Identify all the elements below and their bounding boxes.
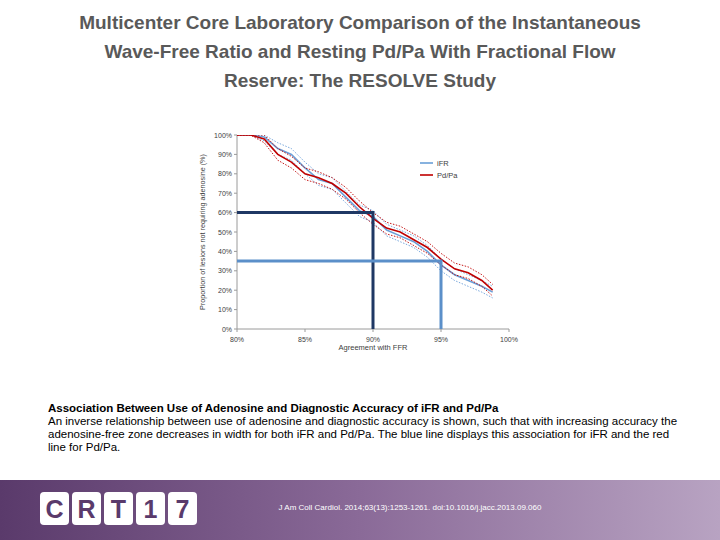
y-tick-label: 100% [214, 132, 232, 139]
logo-char: R [77, 495, 95, 523]
caption-text: An inverse relationship between use of a… [48, 415, 688, 454]
y-tick [234, 270, 237, 271]
y-tick [234, 173, 237, 174]
y-tick-label: 10% [218, 306, 232, 313]
logo-box [104, 492, 133, 525]
citation: J Am Coll Cardiol. 2014;63(13):1253-1261… [279, 503, 542, 512]
slide-title: Multicenter Core Laboratory Comparison o… [20, 8, 700, 95]
y-tick [234, 232, 237, 233]
title-line: Reserve: The RESOLVE Study [20, 66, 700, 95]
x-tick-label: 80% [230, 336, 244, 343]
x-tick [373, 329, 374, 332]
plot-area [237, 135, 493, 329]
y-tick-label: 20% [218, 287, 232, 294]
y-tick-label: 40% [218, 248, 232, 255]
logo: CRT17 [40, 492, 197, 525]
x-tick-label: 95% [434, 336, 448, 343]
y-tick-label: 60% [218, 209, 232, 216]
x-tick-label: 100% [500, 336, 518, 343]
legend-swatch [420, 174, 433, 176]
x-tick [305, 329, 306, 332]
legend-swatch [420, 162, 433, 164]
y-tick-label: 90% [218, 151, 232, 158]
reference-line [237, 261, 441, 329]
logo-box [136, 492, 165, 525]
y-tick-label: 0% [222, 326, 232, 333]
x-tick [237, 329, 238, 332]
logo-char: C [45, 495, 63, 523]
ci-line [237, 135, 493, 296]
slide-canvas: 0% 10% 20% 30% 40% 50% 60% 70% 80% 90% 100% 80% 85% 9… [0, 0, 720, 540]
title-line: Wave-Free Ratio and Resting Pd/Pa With F… [20, 37, 700, 66]
logo-box [40, 492, 69, 525]
y-tick [234, 154, 237, 155]
x-tick-label: 85% [298, 336, 312, 343]
y-tick [234, 251, 237, 252]
legend-label: iFR [437, 159, 449, 168]
legend-label: Pd/Pa [437, 171, 458, 180]
y-tick-label: 30% [218, 267, 232, 274]
logo-char: T [111, 495, 126, 523]
y-tick [234, 212, 237, 213]
y-tick-label: 50% [218, 229, 232, 236]
y-tick [234, 309, 237, 310]
caption: Association Between Use of Adenosine and… [48, 402, 688, 454]
caption-heading: Association Between Use of Adenosine and… [48, 402, 688, 415]
x-tick [509, 329, 510, 332]
reference-line [237, 213, 373, 329]
x-axis-label: Agreement with FFR [339, 343, 408, 352]
logo-char: 7 [176, 495, 190, 523]
footer-band [0, 480, 720, 540]
title-line: Multicenter Core Laboratory Comparison o… [20, 8, 700, 37]
y-axis-label: Proportion of lesions not requiring aden… [198, 154, 207, 310]
logo-box [72, 492, 101, 525]
x-tick [441, 329, 442, 332]
y-tick [234, 193, 237, 194]
y-tick-label: 80% [218, 170, 232, 177]
logo-box [168, 492, 197, 525]
y-tick-label: 70% [218, 190, 232, 197]
y-tick [234, 135, 237, 136]
y-tick [234, 290, 237, 291]
x-tick-label: 90% [366, 336, 380, 343]
logo-char: 1 [144, 495, 158, 523]
ci-line [237, 135, 493, 298]
